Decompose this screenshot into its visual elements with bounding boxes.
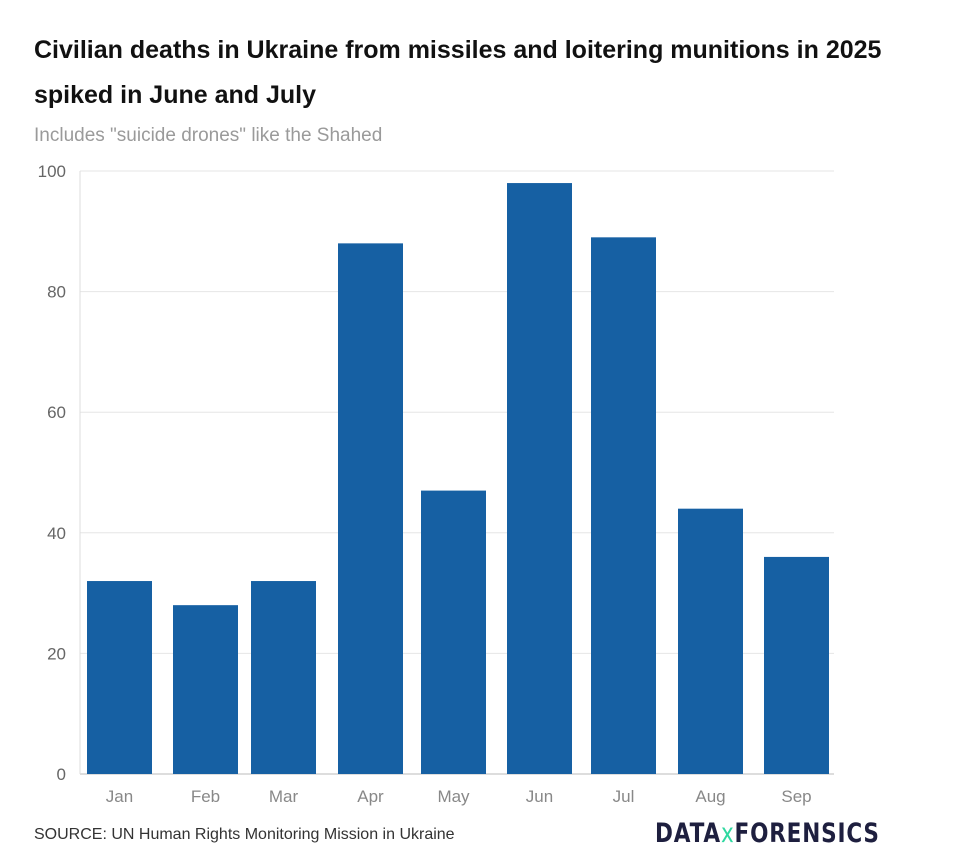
x-tick-label: Jan	[106, 787, 133, 806]
bar-may	[421, 490, 486, 774]
y-tick-label: 60	[47, 403, 66, 422]
x-tick-label: May	[437, 787, 470, 806]
logo-part: DATA	[655, 818, 721, 849]
y-tick-label: 20	[47, 644, 66, 663]
bar-sep	[764, 556, 829, 774]
bar-jun	[507, 183, 572, 774]
y-tick-label: 80	[47, 283, 66, 302]
y-tick-label: 40	[47, 524, 66, 543]
y-tick-label: 100	[38, 162, 66, 181]
x-tick-label: Jul	[613, 787, 635, 806]
x-tick-label: Aug	[695, 787, 725, 806]
x-tick-label: Mar	[269, 787, 299, 806]
bar-apr	[338, 243, 403, 775]
x-tick-label: Jun	[526, 787, 553, 806]
bar-jan	[87, 581, 152, 774]
logo-x: x	[720, 818, 735, 849]
bar-chart: 0 20 40 60 80 100 Jan Feb Mar Apr May Jun Jul Aug Sep	[38, 162, 834, 806]
bar-mar	[251, 581, 316, 774]
chart-title: Civilian deaths in Ukraine from missiles…	[34, 36, 882, 109]
x-tick-label: Feb	[191, 787, 220, 806]
x-tick-label: Sep	[781, 787, 811, 806]
bar-feb	[173, 605, 238, 774]
data-forensics-logo: DATAxFORENSICS	[655, 818, 880, 849]
logo-part: FORENSICS	[734, 818, 880, 849]
y-tick-label: 0	[57, 765, 66, 784]
x-tick-label: Apr	[357, 787, 384, 806]
chart-subtitle: Includes "suicide drones" like the Shahe…	[34, 125, 383, 146]
bar-aug	[678, 508, 743, 774]
bar-jul	[591, 237, 656, 774]
source-note: SOURCE: UN Human Rights Monitoring Missi…	[34, 826, 455, 843]
